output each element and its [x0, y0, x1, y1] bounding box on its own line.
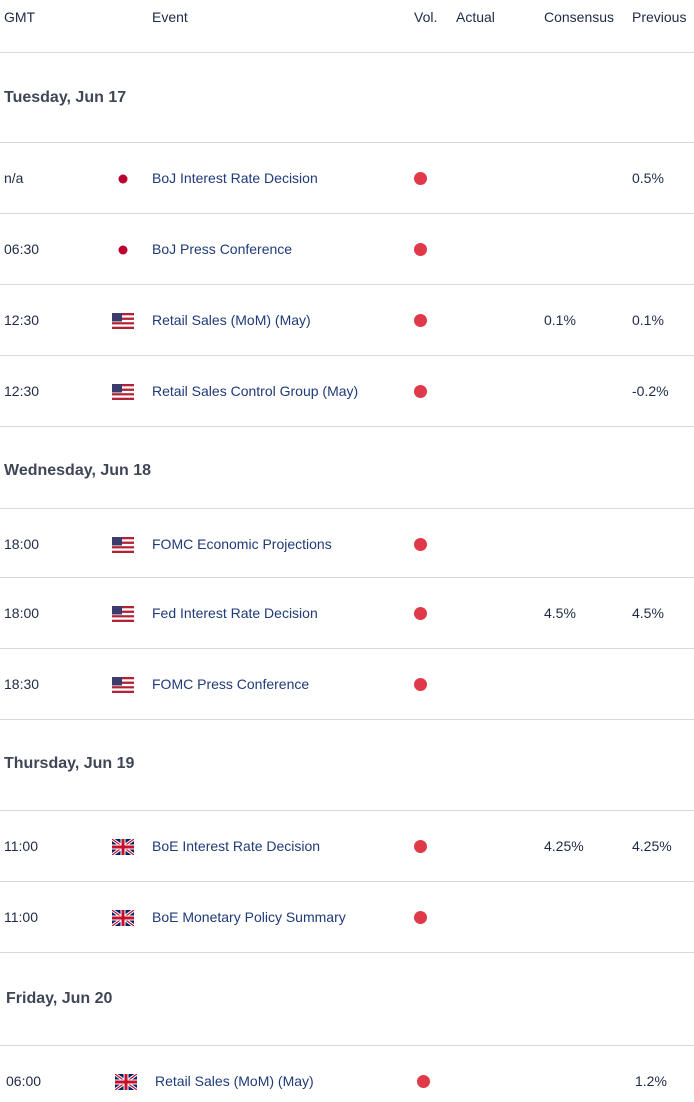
consensus-value: 4.25%	[544, 838, 584, 854]
event-name[interactable]: Fed Interest Rate Decision	[152, 605, 318, 621]
usa-flag-icon	[112, 606, 134, 622]
volatility-high-indicator	[414, 243, 427, 256]
event-time: 06:00	[6, 1073, 42, 1089]
japan-flag-icon	[112, 171, 134, 187]
usa-flag-icon	[112, 677, 134, 693]
event-name[interactable]: BoJ Press Conference	[152, 241, 293, 257]
divider	[0, 881, 694, 882]
volatility-high-indicator	[414, 385, 427, 398]
column-header-event: Event	[152, 9, 188, 25]
day-heading: Tuesday, Jun 17	[4, 89, 127, 106]
event-name[interactable]: BoE Monetary Policy Summary	[152, 909, 346, 925]
event-time: 11:00	[4, 838, 38, 854]
event-name[interactable]: BoE Interest Rate Decision	[152, 838, 321, 854]
day-heading: Wednesday, Jun 18	[4, 462, 152, 479]
usa-flag-icon	[112, 537, 134, 553]
event-time: 18:00	[4, 536, 40, 552]
previous-value: 0.5%	[632, 170, 664, 186]
divider	[0, 810, 694, 811]
volatility-high-indicator	[414, 607, 427, 620]
divider	[0, 719, 694, 720]
usa-flag-icon	[112, 384, 134, 400]
event-time: 06:30	[4, 241, 40, 257]
column-header-gmt: GMT	[4, 9, 36, 25]
volatility-high-indicator	[414, 840, 427, 853]
column-header-consensus: Consensus	[544, 9, 615, 25]
event-name[interactable]: Retail Sales (MoM) (May)	[155, 1073, 314, 1089]
divider	[0, 355, 694, 356]
divider	[0, 648, 694, 649]
column-header-previous: Previous	[632, 9, 687, 25]
volatility-high-indicator	[414, 911, 427, 924]
volatility-high-indicator	[414, 172, 427, 185]
uk-flag-icon	[115, 1074, 137, 1090]
consensus-value: 4.5%	[544, 605, 576, 621]
uk-flag-icon	[112, 910, 134, 926]
day-heading: Thursday, Jun 19	[4, 755, 135, 772]
divider	[0, 426, 694, 427]
volatility-high-indicator	[414, 314, 427, 327]
divider	[0, 1045, 694, 1046]
previous-value: 4.25%	[632, 838, 672, 854]
divider	[0, 508, 694, 509]
event-time: n/a	[4, 170, 24, 186]
day-heading: Friday, Jun 20	[6, 990, 113, 1007]
divider	[0, 213, 694, 214]
event-name[interactable]: FOMC Economic Projections	[152, 536, 332, 552]
event-time: 18:30	[4, 676, 40, 692]
volatility-high-indicator	[417, 1075, 430, 1088]
divider	[0, 52, 694, 53]
event-name[interactable]: Retail Sales Control Group (May)	[152, 383, 359, 399]
event-time: 11:00	[4, 909, 38, 925]
event-time: 12:30	[4, 312, 40, 328]
column-header-actual: Actual	[456, 9, 495, 25]
volatility-high-indicator	[414, 538, 427, 551]
event-time: 12:30	[4, 383, 40, 399]
divider	[0, 142, 694, 143]
consensus-value: 0.1%	[544, 312, 576, 328]
divider	[0, 577, 694, 578]
japan-flag-icon	[112, 242, 134, 258]
usa-flag-icon	[112, 313, 134, 329]
previous-value: 0.1%	[632, 312, 664, 328]
previous-value: -0.2%	[632, 383, 669, 399]
event-time: 18:00	[4, 605, 40, 621]
previous-value: 1.2%	[635, 1073, 667, 1089]
column-header-volatility: Vol.	[414, 9, 438, 25]
uk-flag-icon	[112, 839, 134, 855]
event-name[interactable]: Retail Sales (MoM) (May)	[152, 312, 311, 328]
divider	[0, 952, 694, 953]
divider	[0, 284, 694, 285]
event-name[interactable]: FOMC Press Conference	[152, 676, 310, 692]
previous-value: 4.5%	[632, 605, 664, 621]
event-name[interactable]: BoJ Interest Rate Decision	[152, 170, 318, 186]
volatility-high-indicator	[414, 678, 427, 691]
